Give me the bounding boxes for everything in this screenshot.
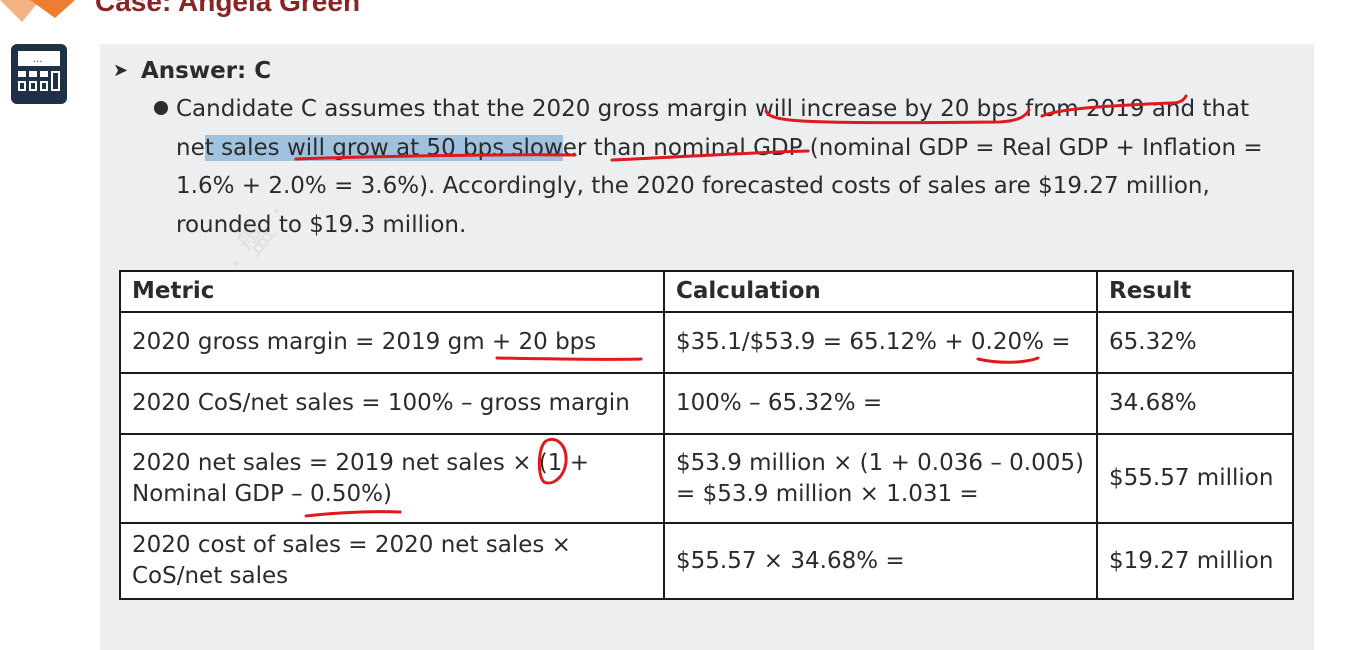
metric-cell: 2020 gross margin = 2019 gm + 20 bps — [119, 311, 665, 374]
table-header-row: Metric Calculation Result — [119, 270, 1294, 313]
calculation-cell: 100% – 65.32% = — [663, 372, 1098, 435]
answer-heading: ➤ Answer: C — [113, 56, 271, 86]
calculation-text: $35.1/$53.9 = 65.12% + 0.20% = — [676, 329, 1071, 355]
result-cell: $55.57 million — [1096, 433, 1294, 524]
metric-text: 2020 cost of sales = 2020 net sales × — [132, 532, 571, 558]
calculation-text: $53.9 million × (1 + 0.036 – 0.005) — [676, 449, 1084, 476]
result-cell: 34.68% — [1096, 372, 1294, 435]
table-row: 2020 gross margin = 2019 gm + 20 bps $35… — [119, 311, 1294, 374]
header-metric: Metric — [119, 270, 665, 313]
metric-text: 2020 gross margin = 2019 gm + 20 bps — [132, 329, 597, 355]
metric-cell: 2020 CoS/net sales = 100% – gross margin — [119, 372, 665, 435]
calculator-icon: ... — [11, 44, 67, 104]
svg-text:...: ... — [33, 54, 43, 65]
calculation-table: Metric Calculation Result 2020 gross mar… — [119, 270, 1294, 600]
arrow-right-icon: ➤ — [113, 60, 129, 81]
metric-cell: 2020 cost of sales = 2020 net sales × Co… — [119, 522, 665, 600]
highlighted-text: t sales will grow at 50 bps slow — [204, 134, 563, 161]
calculation-cell: $53.9 million × (1 + 0.036 – 0.005) = $5… — [663, 433, 1098, 524]
table-row: 2020 net sales = 2019 net sales × (1 + N… — [119, 433, 1294, 524]
header-result: Result — [1096, 270, 1294, 313]
calculation-text: = $53.9 million × 1.031 = — [676, 480, 979, 507]
result-cell: $19.27 million — [1096, 522, 1294, 600]
explanation-line-2-end: er than nominal GDP (nominal GDP = Real … — [562, 134, 1263, 161]
table-row: 2020 cost of sales = 2020 net sales × Co… — [119, 522, 1294, 600]
metric-text: CoS/net sales — [132, 563, 289, 589]
calculation-cell: $55.57 × 34.68% = — [663, 522, 1098, 600]
header-calculation: Calculation — [663, 270, 1098, 313]
explanation-line-4: rounded to $19.3 million. — [176, 211, 467, 238]
table-row: 2020 CoS/net sales = 100% – gross margin… — [119, 372, 1294, 435]
metric-text: Nominal GDP – 0.50%) — [132, 480, 393, 507]
calculation-text: 100% – 65.32% = — [676, 390, 883, 416]
explanation-line-2-start: ne — [176, 134, 205, 161]
explanation-line-1: Candidate C assumes that the 2020 gross … — [176, 96, 1250, 122]
bullet-dot-icon — [154, 101, 168, 115]
metric-text: 2020 net sales = 2019 net sales × (1 + — [132, 449, 589, 476]
explanation-line-3: 1.6% + 2.0% = 3.6%). Accordingly, the 20… — [176, 173, 1210, 199]
calculation-cell: $35.1/$53.9 = 65.12% + 0.20% = — [663, 311, 1098, 374]
result-cell: 65.32% — [1096, 311, 1294, 374]
metric-cell: 2020 net sales = 2019 net sales × (1 + N… — [119, 433, 665, 524]
explanation-line-2: net sales will grow at 50 bps slower tha… — [176, 129, 1301, 168]
corner-decoration — [0, 0, 75, 22]
answer-label: Answer: C — [141, 58, 272, 84]
explanation-paragraph: Candidate C assumes that the 2020 gross … — [176, 90, 1301, 244]
calculation-text: $55.57 × 34.68% = — [676, 547, 905, 574]
case-title: Case: Angela Green — [95, 0, 361, 17]
metric-text: 2020 CoS/net sales = 100% – gross margin — [132, 390, 630, 416]
